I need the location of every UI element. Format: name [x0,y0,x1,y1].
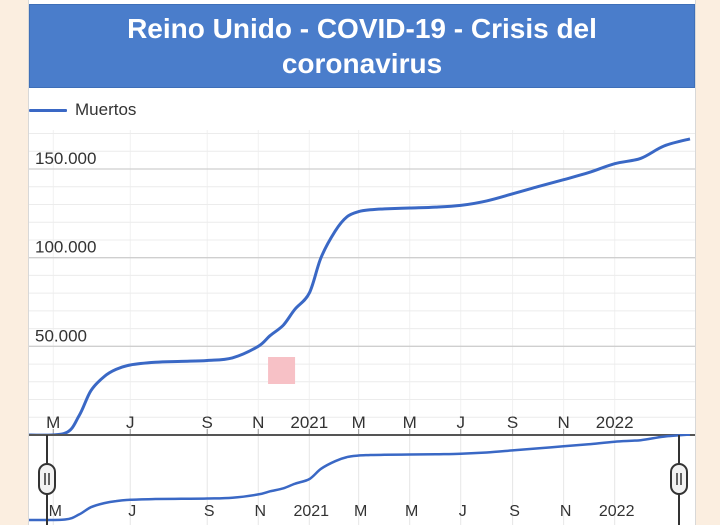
y-tick-label: 50.000 [35,326,87,345]
range-navigator[interactable]: M J S N 2021 M M J S N 2022 [29,434,695,525]
navigator-tick-label: M [49,503,62,520]
legend-series-swatch [29,108,67,112]
navigator-tick-label: J [459,503,467,520]
chart-header: Reino Unido - COVID-19 - Crisis del coro… [29,4,695,88]
series-line-muertos [29,137,691,437]
main-chart: 50.000 100.000 150.000 M J S N 2021 M M J S N 2022 [29,130,695,437]
legend-series-label: Muertos [75,100,137,119]
x-tick-label: 2021 [290,413,328,432]
y-tick-label: 150.000 [35,149,96,168]
x-tick-label: N [558,413,570,432]
navigator-tick-label: S [509,503,520,520]
navigator-tick-label: N [254,503,266,520]
x-tick-label: J [456,413,465,432]
x-tick-label: S [202,413,213,432]
navigator-tick-label: J [128,503,136,520]
navigator-background [29,434,695,525]
x-tick-label: 2022 [596,413,634,432]
highlight-marker [268,357,296,384]
legend[interactable]: Muertos [29,98,136,122]
x-tick-label: M [352,413,366,432]
chart-title: Reino Unido - COVID-19 - Crisis del coro… [127,13,597,79]
x-tick-label: M [403,413,417,432]
navigator-series-line [29,434,691,522]
x-tick-label: M [46,413,60,432]
navigator-tick-label: 2021 [293,503,329,520]
left-range-handle[interactable] [38,463,56,495]
navigator-tick-label: M [405,503,418,520]
navigator-tick-label: M [354,503,367,520]
chart-card: Reino Unido - COVID-19 - Crisis del coro… [28,0,696,525]
x-tick-label: J [126,413,135,432]
x-tick-label: N [252,413,264,432]
navigator-tick-label: 2022 [599,503,635,520]
x-tick-label: S [507,413,518,432]
y-tick-label: 100.000 [35,238,96,257]
right-range-handle[interactable] [670,463,688,495]
navigator-tick-label: S [204,503,215,520]
navigator-tick-label: N [560,503,572,520]
